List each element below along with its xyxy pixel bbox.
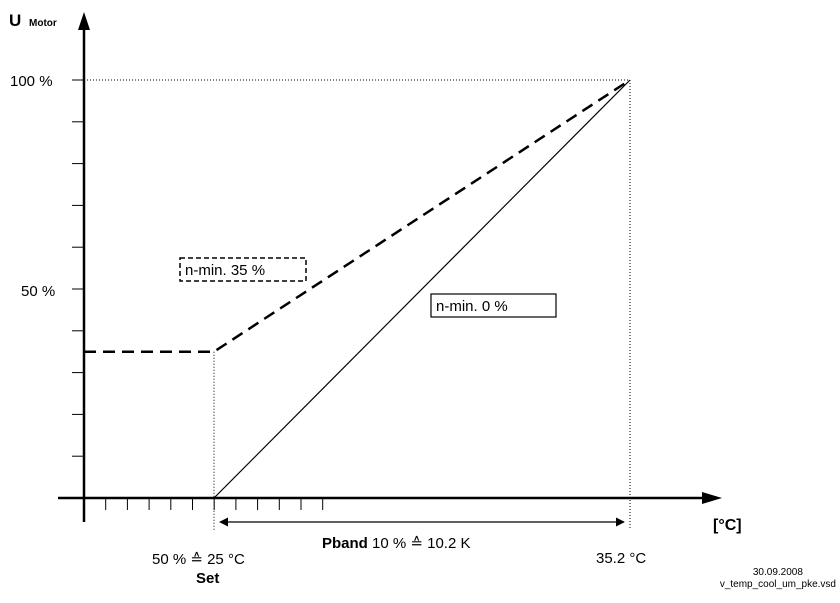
end-point-label: 35.2 °C	[596, 550, 646, 567]
footer-filename: v_temp_cool_um_pke.vsd	[719, 579, 836, 590]
set-caption: Set	[196, 570, 219, 587]
x-axis-label: [°C]	[713, 517, 742, 534]
footer-meta: 30.09.2008 v_temp_cool_um_pke.vsd	[720, 567, 836, 591]
pband-label-text: 10 % ≙ 10.2 K	[368, 535, 471, 552]
series-label-nmin-0: n-min. 0 %	[436, 298, 508, 315]
pband-label-bold: Pband	[322, 535, 368, 552]
x-axis-arrow	[702, 492, 722, 504]
y-tick-label-100: 100 %	[10, 73, 53, 90]
y-tick-label-50: 50 %	[21, 283, 55, 300]
footer-date: 30.09.2008	[752, 567, 803, 578]
y-axis-arrow	[78, 12, 90, 30]
series-label-box-dashed	[179, 257, 307, 282]
axis-ticks	[72, 79, 324, 510]
series-group	[84, 78, 631, 499]
y-axis-label-sub: Motor	[29, 18, 57, 29]
series-label-nmin-35: n-min. 35 %	[185, 262, 265, 279]
y-axis-label: U Motor	[9, 11, 57, 30]
series-label-box-solid	[430, 293, 557, 318]
series-line-nmin-35	[84, 78, 631, 353]
pband-label: Pband 10 % ≙ 10.2 K	[322, 535, 470, 552]
guide-lines	[84, 79, 631, 530]
series-line-nmin-0	[213, 79, 631, 499]
y-axis-label-main: U	[9, 11, 21, 30]
set-point-label: 50 % ≙ 25 °C	[152, 551, 245, 568]
